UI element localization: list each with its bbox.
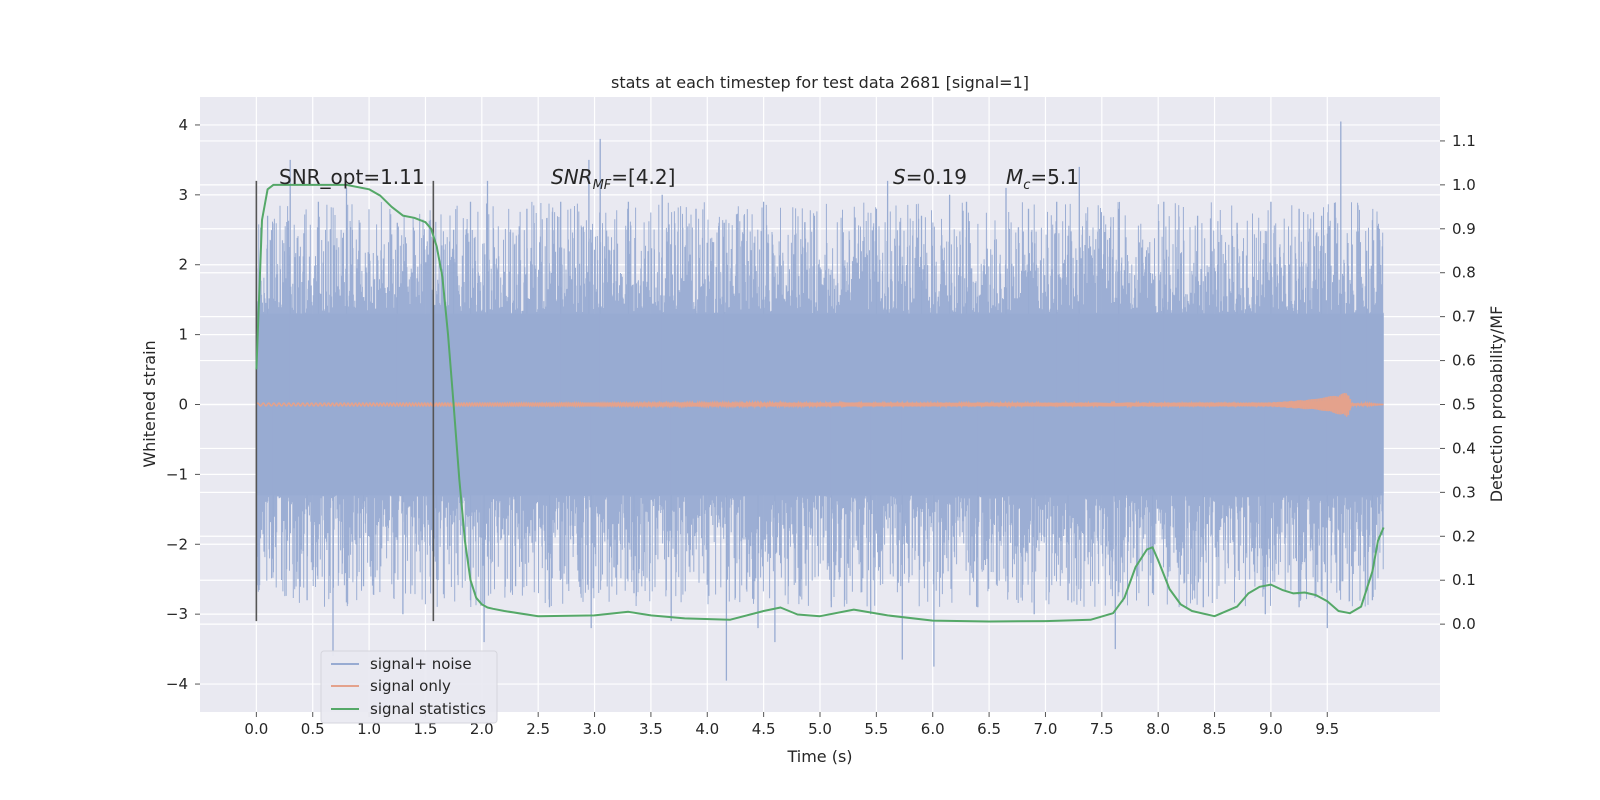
vertical-markers [255, 180, 435, 622]
y-left-tick-label: 0 [178, 396, 188, 414]
x-tick-label: 9.0 [1259, 720, 1283, 738]
x-tick-label: 8.0 [1146, 720, 1170, 738]
y-left-tick-label: 4 [178, 116, 188, 134]
x-tick-label: 1.5 [414, 720, 438, 738]
y-left-tick-label: 3 [178, 186, 188, 204]
signal-only-line [255, 392, 1384, 417]
x-tick-label: 4.0 [695, 720, 719, 738]
s-value: =0.19 [906, 165, 967, 189]
y-right-tick-label: 0.8 [1452, 264, 1476, 282]
y-right-axis-ticks: 0.0 0.1 0.2 0.3 0.4 0.5 0.6 0.7 0.8 0.9 1.0 1.1 [1440, 132, 1476, 633]
y-left-tick-label: −1 [166, 465, 188, 483]
snr-mf-annotation: SNRMF=[4.2] [551, 165, 675, 193]
mc-symbol: M [1006, 165, 1023, 189]
x-tick-label: 5.0 [808, 720, 832, 738]
y-left-tick-label: −2 [166, 535, 188, 553]
y-right-axis-label: Detection probability/MF [1487, 306, 1506, 503]
x-tick-label: 7.0 [1034, 720, 1058, 738]
y-left-tick-label: 1 [178, 326, 188, 344]
x-axis-ticks: 0.0 0.5 1.0 1.5 2.0 2.5 3.0 3.5 4.0 4.5 5.0 5.5 6.0 6… [244, 712, 1339, 738]
y-left-axis-label: Whitened strain [140, 340, 159, 467]
y-right-tick-label: 0.6 [1452, 352, 1476, 370]
x-tick-label: 6.5 [977, 720, 1001, 738]
x-tick-label: 3.5 [639, 720, 663, 738]
legend-noise-label: signal+ noise [370, 655, 472, 673]
y-left-tick-label: 2 [178, 256, 188, 274]
snr-mf-symbol: SNR [551, 165, 593, 189]
x-tick-label: 0.5 [301, 720, 325, 738]
chart-title: stats at each timestep for test data 268… [611, 73, 1029, 92]
y-right-tick-label: 0.2 [1452, 527, 1476, 545]
y-right-tick-label: 0.9 [1452, 220, 1476, 238]
s-symbol: S [893, 165, 906, 189]
y-right-tick-label: 0.3 [1452, 483, 1476, 501]
x-tick-label: 7.5 [1090, 720, 1114, 738]
y-right-tick-label: 0.4 [1452, 439, 1476, 457]
y-right-tick-label: 0.5 [1452, 396, 1476, 414]
y-left-tick-label: −3 [166, 605, 188, 623]
x-tick-label: 8.5 [1203, 720, 1227, 738]
mc-annotation: Mc=5.1 [1006, 165, 1079, 193]
y-left-axis-ticks: −4 −3 −2 −1 0 1 2 3 4 [166, 116, 200, 693]
mc-value: =5.1 [1030, 165, 1079, 189]
x-tick-label: 9.5 [1315, 720, 1339, 738]
legend: signal+ noise signal only signal statist… [320, 650, 498, 724]
y-right-tick-label: 0.0 [1452, 615, 1476, 633]
x-tick-label: 6.0 [921, 720, 945, 738]
snr-mf-value: =[4.2] [611, 165, 675, 189]
y-right-tick-label: 0.7 [1452, 308, 1476, 326]
noise-spikes [266, 121, 1374, 681]
x-tick-label: 5.5 [864, 720, 888, 738]
mc-subscript: c [1023, 178, 1030, 193]
s-annotation: S=0.19 [893, 165, 967, 189]
x-axis-label: Time (s) [786, 747, 852, 766]
signal-only-series [255, 392, 1384, 417]
snr-mf-subscript: MF [593, 178, 612, 193]
snr-opt-annotation: SNR_opt=1.11 [279, 165, 425, 189]
y-right-tick-label: 1.1 [1452, 132, 1476, 150]
statistics-series [255, 183, 1385, 623]
legend-stats-label: signal statistics [370, 700, 486, 718]
x-tick-label: 4.5 [752, 720, 776, 738]
legend-box [320, 650, 498, 724]
x-tick-label: 2.0 [470, 720, 494, 738]
x-tick-label: 2.5 [526, 720, 550, 738]
x-tick-label: 0.0 [244, 720, 268, 738]
y-right-tick-label: 1.0 [1452, 176, 1476, 194]
statistics-line [255, 183, 1385, 623]
x-tick-label: 1.0 [357, 720, 381, 738]
y-right-tick-label: 0.1 [1452, 571, 1476, 589]
y-left-tick-label: −4 [166, 675, 188, 693]
legend-signal-label: signal only [370, 677, 451, 695]
x-tick-label: 3.0 [583, 720, 607, 738]
